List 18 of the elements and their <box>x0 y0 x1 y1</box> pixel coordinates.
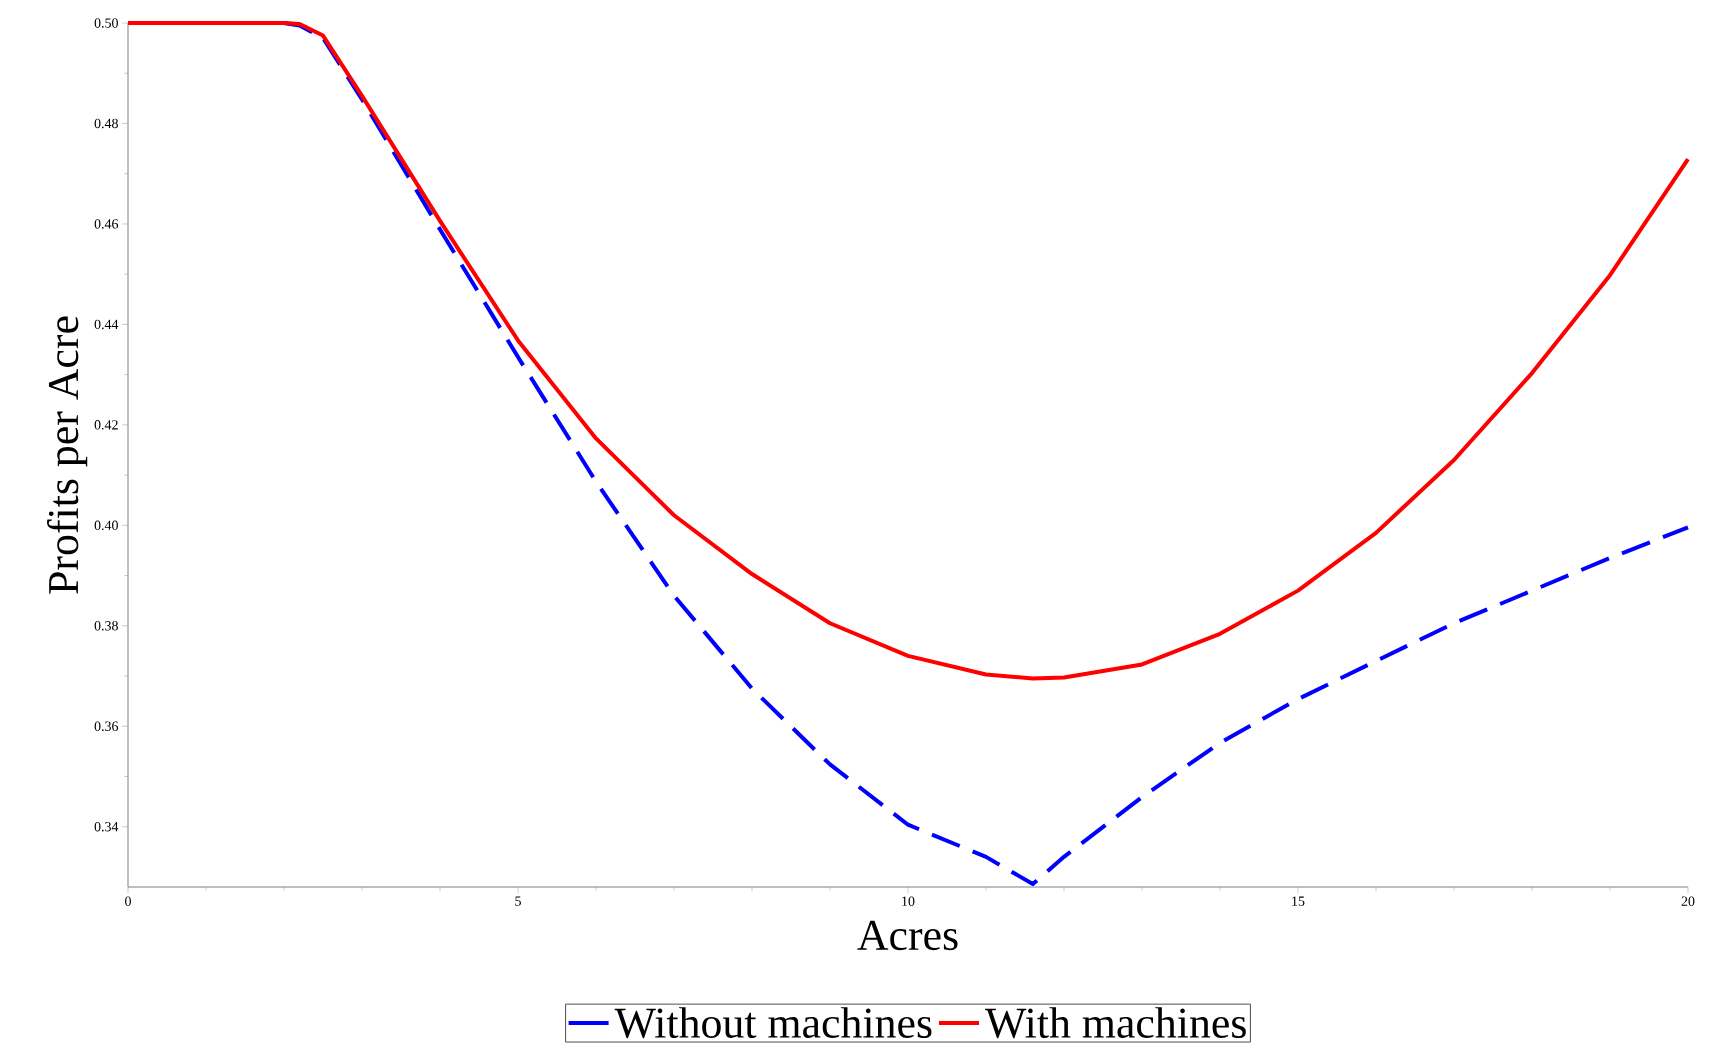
legend-label: With machines <box>985 1007 1246 1039</box>
y-tick-label: 0.38 <box>94 621 118 631</box>
x-tick-label: 10 <box>902 896 915 906</box>
y-tick-label: 0.40 <box>94 520 118 531</box>
y-tick-label: 0.44 <box>94 319 119 330</box>
y-tick-label: 0.48 <box>94 118 118 129</box>
y-tick-label: 0.42 <box>94 420 118 430</box>
x-tick-label: 15 <box>1292 896 1305 906</box>
x-tick-label: 20 <box>1681 896 1695 906</box>
legend-label: Without machines <box>614 1007 932 1039</box>
y-tick-label: 0.50 <box>94 18 118 28</box>
x-tick-label: 0 <box>125 896 131 906</box>
y-tick-label: 0.36 <box>94 721 119 731</box>
y-tick-label: 0.46 <box>94 219 119 229</box>
x-axis-title: Acres <box>857 920 958 951</box>
y-axis-title: Profits per Acre <box>47 316 88 594</box>
y-tick-label: 0.34 <box>94 821 119 832</box>
x-tick-label: 5 <box>515 896 521 906</box>
